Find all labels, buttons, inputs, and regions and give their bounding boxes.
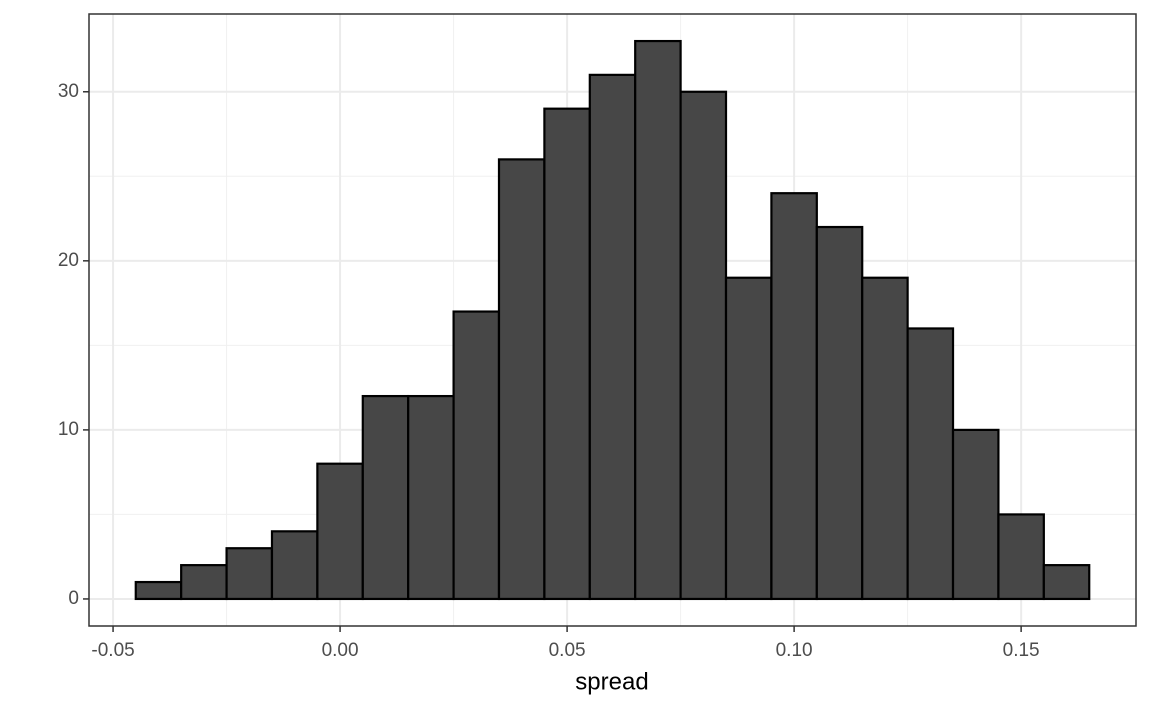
y-tick-label: 30 <box>58 81 79 102</box>
bar <box>770 192 818 601</box>
bar <box>679 90 728 601</box>
bar <box>997 513 1045 601</box>
x-tick-label: 0.05 <box>549 640 586 661</box>
bar <box>316 462 364 601</box>
bar <box>452 310 501 601</box>
x-tick-label: -0.05 <box>91 640 134 661</box>
bar <box>407 394 455 601</box>
bar <box>180 564 228 601</box>
y-tick-label: 20 <box>58 250 79 271</box>
x-tick-label: 0.10 <box>776 640 813 661</box>
bar <box>724 276 773 601</box>
bar <box>634 39 682 601</box>
bar <box>815 225 864 601</box>
bar <box>906 327 955 601</box>
bar <box>1042 564 1091 601</box>
bar <box>951 428 1000 601</box>
bar <box>361 394 410 601</box>
bar <box>497 158 546 601</box>
x-axis-label: spread <box>575 668 648 695</box>
x-tick-label: 0.15 <box>1003 640 1040 661</box>
panel-border <box>88 13 1137 627</box>
bar <box>225 547 274 601</box>
bar <box>543 107 591 601</box>
y-tick-label: 10 <box>58 419 79 440</box>
y-tick-label: 0 <box>68 588 79 609</box>
x-tick-label: 0.00 <box>322 640 359 661</box>
bar <box>861 276 909 601</box>
bar <box>134 580 183 601</box>
bar <box>588 73 637 601</box>
bar <box>270 530 319 601</box>
